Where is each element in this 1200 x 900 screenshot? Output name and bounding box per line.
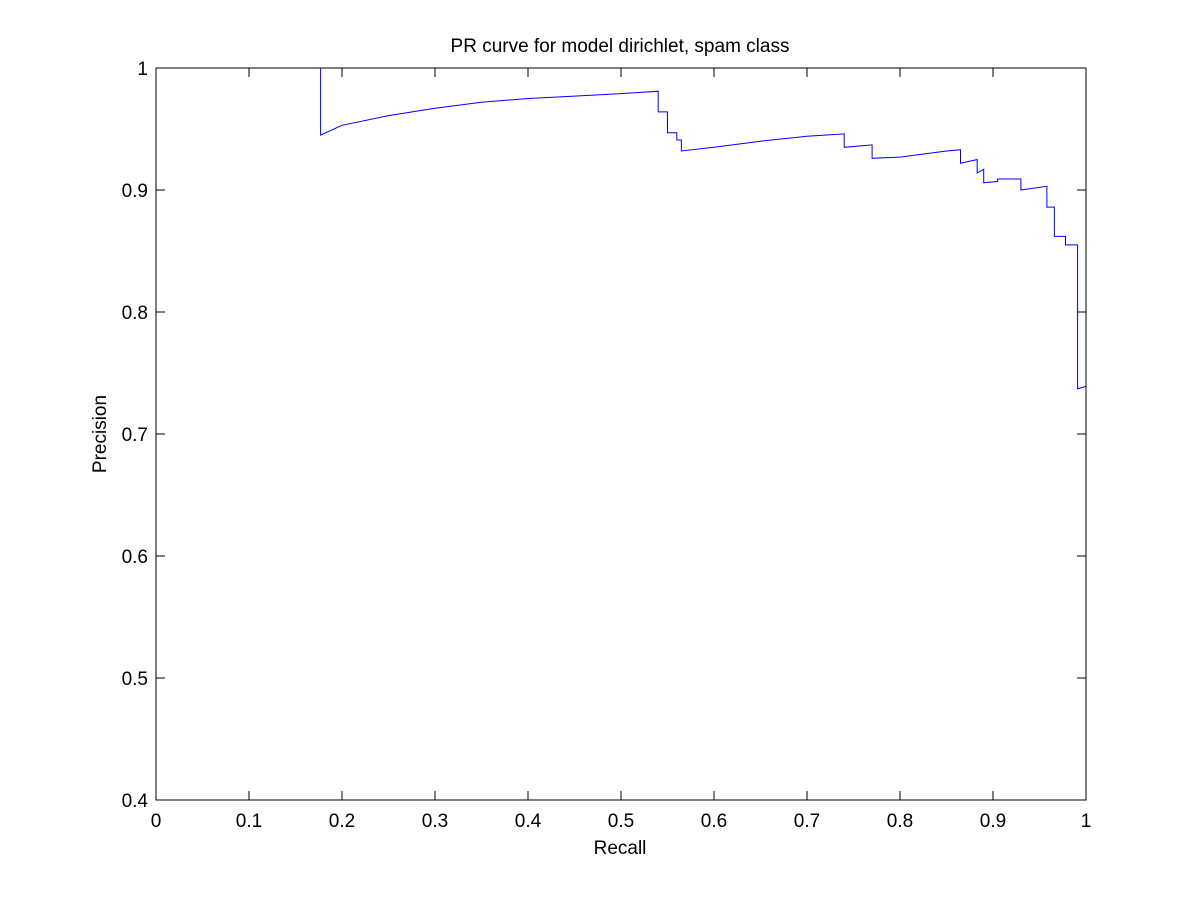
y-tick-label: 0.6 <box>122 547 148 568</box>
y-tick-label: 0.7 <box>122 425 148 446</box>
x-tick-label: 0.7 <box>794 811 820 832</box>
x-tick-label: 1 <box>1081 811 1092 832</box>
x-tick-label: 0 <box>151 811 162 832</box>
y-tick-label: 1 <box>137 59 148 80</box>
x-tick-label: 0.6 <box>701 811 727 832</box>
y-tick-label: 0.4 <box>122 791 149 812</box>
x-tick-label: 0.8 <box>887 811 913 832</box>
y-tick-label: 0.8 <box>122 303 148 324</box>
x-axis-label: Recall <box>594 838 647 859</box>
y-axis-label: Precision <box>90 395 111 473</box>
x-tick-label: 0.2 <box>329 811 355 832</box>
pr-curve-line <box>320 68 1087 390</box>
x-tick-label: 0.5 <box>608 811 634 832</box>
y-tick-label: 0.9 <box>122 181 148 202</box>
x-tick-label: 0.1 <box>236 811 262 832</box>
plot-area: 0 0.1 0.2 0.3 0.4 0.5 0.6 0.7 0.8 0.9 1 0.4 0.5 0.6 0.… <box>122 59 1092 832</box>
y-tick-label: 0.5 <box>122 669 148 690</box>
chart-title: PR curve for model dirichlet, spam class <box>451 36 790 57</box>
x-tick-label: 0.4 <box>515 811 542 832</box>
x-tick-label: 0.9 <box>980 811 1006 832</box>
x-tick-label: 0.3 <box>422 811 448 832</box>
plot-frame <box>155 67 1087 801</box>
